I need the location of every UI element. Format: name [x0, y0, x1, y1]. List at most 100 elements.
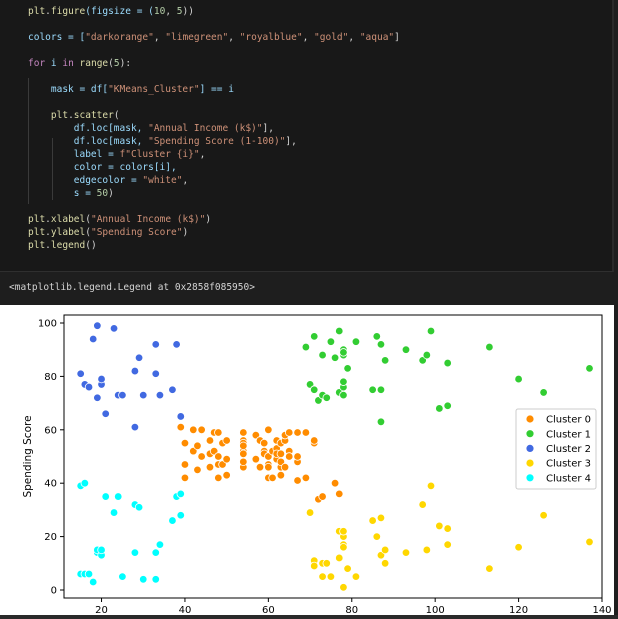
data-point — [376, 385, 386, 394]
data-point — [343, 564, 352, 573]
data-point — [343, 364, 352, 373]
data-point — [214, 473, 223, 483]
data-point — [310, 332, 319, 341]
data-point — [339, 527, 348, 536]
legend-label: Cluster 3 — [546, 459, 591, 470]
scatter-chart: 20406080100120140020406080100Annual Inco… — [22, 314, 612, 615]
data-point — [276, 470, 286, 480]
x-tick-label: 120 — [509, 605, 528, 615]
code-line: color = colors[i], — [28, 162, 177, 173]
data-point — [193, 441, 202, 451]
data-point — [118, 390, 127, 400]
data-point — [176, 412, 185, 421]
data-point — [318, 572, 327, 581]
data-point — [239, 449, 248, 459]
data-point — [401, 345, 411, 354]
code-line: edgecolor = "white", — [28, 175, 189, 186]
legend-marker — [525, 414, 535, 424]
data-point — [97, 545, 106, 555]
data-point — [485, 342, 494, 352]
data-point — [301, 342, 311, 352]
code-line: plt.figure(figsize = (10, 5)) — [28, 6, 194, 17]
data-point — [443, 358, 452, 368]
data-point — [422, 350, 432, 360]
data-point — [330, 353, 340, 362]
data-point — [485, 564, 494, 573]
data-point — [109, 324, 119, 333]
data-point — [514, 543, 523, 552]
data-point — [301, 473, 311, 483]
y-tick-label: 80 — [44, 372, 57, 383]
data-point — [84, 382, 94, 392]
data-point — [539, 388, 548, 397]
data-point — [335, 326, 344, 336]
data-point — [134, 503, 144, 512]
data-point — [372, 532, 381, 541]
x-tick-label: 80 — [345, 605, 358, 615]
data-point — [88, 577, 98, 587]
data-point — [351, 572, 361, 581]
data-point — [372, 332, 381, 341]
data-point — [151, 548, 160, 557]
code-line: plt.legend() — [28, 240, 97, 251]
data-point — [76, 369, 85, 378]
data-point — [426, 481, 436, 491]
data-point — [293, 428, 302, 437]
legend-marker — [525, 458, 535, 468]
data-point — [376, 513, 386, 523]
data-point — [80, 478, 90, 488]
data-point — [280, 462, 290, 472]
indent-guide — [52, 138, 53, 200]
data-point — [293, 476, 302, 485]
data-point — [339, 543, 348, 552]
data-point — [176, 422, 185, 432]
data-point — [130, 422, 140, 432]
data-point — [176, 511, 185, 520]
data-point — [293, 452, 302, 461]
data-point — [139, 390, 148, 400]
scroll-edge — [0, 615, 618, 619]
data-point — [168, 385, 177, 394]
data-point — [435, 404, 444, 413]
data-point — [435, 521, 444, 531]
code-line: plt.scatter( — [50, 110, 120, 121]
data-point — [222, 470, 231, 480]
y-tick-label: 40 — [44, 479, 57, 490]
data-point — [151, 340, 160, 349]
data-point — [193, 465, 202, 475]
x-tick-label: 100 — [426, 605, 445, 615]
code-cell[interactable]: plt.figure(figsize = (10, 5)) colors = ["… — [0, 0, 614, 272]
y-tick-label: 20 — [44, 532, 57, 543]
data-point — [239, 428, 248, 437]
data-point — [214, 452, 223, 461]
data-point — [139, 575, 148, 584]
indent-guide — [28, 78, 29, 204]
data-point — [88, 334, 98, 344]
data-point — [330, 478, 340, 488]
output-text: <matplotlib.legend.Legend at 0x2858f0859… — [9, 282, 255, 293]
plot-output: 20406080100120140020406080100Annual Inco… — [0, 305, 614, 615]
code-line: colors = ["darkorange", "limegreen", "ro… — [28, 32, 400, 43]
data-point — [130, 366, 140, 376]
data-point — [197, 452, 206, 461]
code-line: for i in range(5): — [28, 58, 132, 69]
data-point — [205, 436, 215, 445]
data-point — [205, 462, 215, 472]
data-point — [380, 545, 390, 555]
data-point — [189, 425, 198, 435]
data-point — [264, 462, 273, 472]
data-point — [114, 492, 123, 501]
data-point — [310, 436, 319, 445]
data-point — [255, 462, 265, 472]
data-point — [310, 561, 319, 571]
data-point — [118, 572, 127, 581]
data-point — [168, 516, 177, 525]
data-point — [239, 441, 248, 451]
data-point — [380, 559, 390, 568]
data-point — [514, 374, 523, 384]
data-point — [155, 540, 165, 549]
data-point — [155, 390, 165, 400]
data-point — [84, 569, 94, 579]
data-point — [426, 326, 436, 336]
data-point — [197, 425, 206, 435]
